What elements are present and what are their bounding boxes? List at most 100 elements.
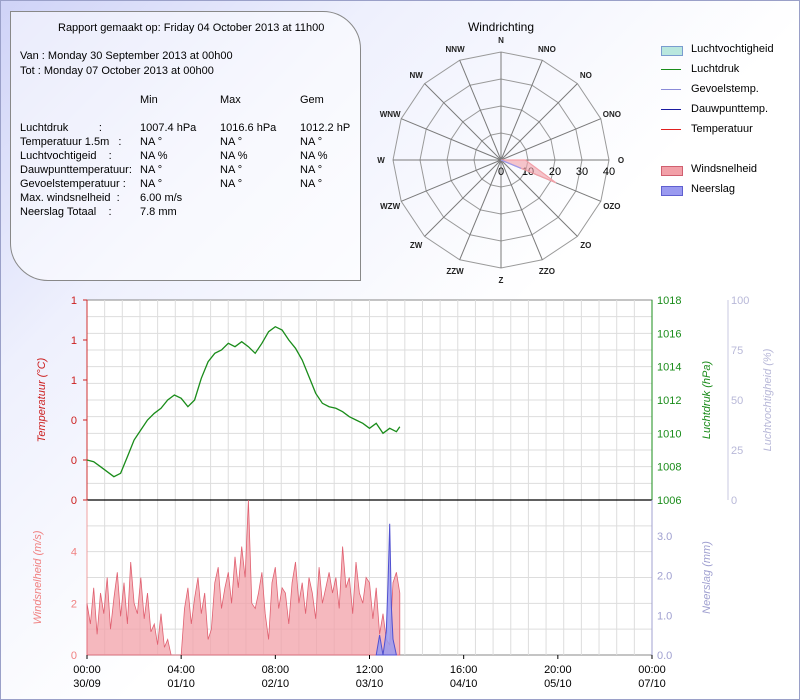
chart-title: Windrichting: [468, 20, 534, 34]
direction-label: ZZO: [539, 267, 555, 276]
radial-tick-label: 40: [603, 166, 615, 178]
direction-label: OZO: [603, 202, 620, 211]
direction-label: Z: [499, 276, 504, 285]
humidity-axis-label: Luchtvochtigheid (%): [762, 348, 774, 451]
wind-tick-label: 4: [71, 547, 77, 559]
legend-label: Luchtvochtigheid: [691, 43, 774, 55]
legend-swatch: [661, 109, 681, 110]
x-tick-label-date: 01/10: [167, 678, 195, 690]
legend-item: Windsnelheid: [661, 163, 800, 177]
radar-spoke: [401, 159, 502, 202]
radar-spoke: [500, 159, 578, 237]
report-row-min: NA °: [140, 164, 163, 176]
radar-spoke: [459, 60, 502, 161]
report-row-min: 1007.4 hPa: [140, 122, 197, 134]
direction-label: WNW: [380, 110, 401, 119]
temp-tick-label: 0: [71, 455, 77, 467]
direction-label: O: [618, 156, 624, 165]
x-tick-label-time: 16:00: [450, 664, 478, 676]
report-row-label: Gevoelstemperatuur :: [20, 178, 126, 190]
report-row-max: NA °: [220, 178, 243, 190]
legend-item: Neerslag: [661, 183, 800, 197]
legend-label: Gevoelstemp.: [691, 83, 759, 95]
radar-spoke: [500, 60, 543, 161]
report-row-min: 7.8 mm: [140, 206, 177, 218]
report-row-label: Temperatuur 1.5m :: [20, 136, 122, 148]
wind-direction-chart: Windrichting N NNO NO ONO O OZO ZO ZZO Z ZZW ZW WZW W…: [377, 20, 624, 285]
x-tick-label-date: 02/10: [262, 678, 290, 690]
direction-label: W: [377, 156, 385, 165]
legend-label: Dauwpunttemp.: [691, 103, 769, 115]
x-tick-label-time: 20:00: [544, 664, 572, 676]
legend-item: Dauwpunttemp.: [661, 103, 800, 117]
legend-swatch: [661, 129, 681, 130]
direction-label: WZW: [380, 202, 400, 211]
legend-swatch: [661, 69, 681, 70]
temp-tick-label: 1: [71, 295, 77, 307]
report-row-label: Dauwpunttemperatuur:: [20, 164, 132, 176]
report-heading: Rapport gemaakt op: Friday 04 October 20…: [58, 22, 325, 34]
temp-tick-label: 1: [71, 375, 77, 387]
direction-label: NNW: [446, 45, 466, 54]
x-tick-label-time: 00:00: [638, 664, 666, 676]
report-row-avg: 1012.2 hPa: [300, 122, 350, 134]
column-max: Max: [220, 94, 241, 106]
report-row-avg: NA °: [300, 136, 323, 148]
radial-tick-label: 30: [576, 166, 588, 178]
direction-label: NW: [409, 71, 423, 80]
column-avg: Gem: [300, 94, 324, 106]
report-row-label: Luchtvochtigeid :: [20, 150, 112, 162]
wind-tick-label: 2: [71, 598, 77, 610]
wind-tick-label: 0: [71, 650, 77, 662]
report-row-label: Neerslag Totaal :: [20, 206, 112, 218]
radar-series-neerslag: [500, 159, 522, 169]
x-tick-label-date: 04/10: [450, 678, 478, 690]
wind-area: [86, 499, 401, 656]
legend-label: Windsnelheid: [691, 163, 758, 175]
legend-item: Luchtvochtigheid: [661, 43, 800, 57]
rain-tick-label: 3.0: [657, 531, 672, 543]
radar-spoke: [500, 83, 578, 161]
report-row-max: NA °: [220, 136, 243, 148]
radar-spoke: [500, 159, 543, 260]
temp-tick-label: 0: [71, 415, 77, 427]
radar-series-windsnelheid: [500, 159, 557, 184]
pressure-tick-label: 1006: [657, 495, 681, 507]
radar-spoke: [459, 159, 502, 260]
report-row-min: NA °: [140, 178, 163, 190]
humidity-tick-label: 50: [731, 395, 743, 407]
direction-label: N: [498, 36, 504, 45]
humidity-tick-label: 25: [731, 445, 743, 457]
direction-label: ONO: [603, 110, 621, 119]
report-row-min: NA °: [140, 136, 163, 148]
report-from: Van : Monday 30 September 2013 at 00h00: [20, 50, 233, 62]
rain-axis-label: Neerslag (mm): [701, 541, 713, 614]
radar-spoke: [401, 118, 502, 161]
rain-area: [375, 523, 398, 656]
report-row-max: NA °: [220, 164, 243, 176]
report-row-min: 6.00 m/s: [140, 192, 183, 204]
humidity-tick-label: 75: [731, 345, 743, 357]
rain-tick-label: 1.0: [657, 610, 672, 622]
pressure-tick-label: 1018: [657, 295, 681, 307]
legend-item: Luchtdruk: [661, 63, 800, 77]
pressure-axis-label: Luchtdruk (hPa): [701, 361, 713, 440]
legend-swatch: [661, 186, 683, 196]
temp-tick-label: 0: [71, 495, 77, 507]
rain-tick-label: 0.0: [657, 650, 672, 662]
temp-tick-label: 1: [71, 335, 77, 347]
x-tick-label-time: 08:00: [262, 664, 290, 676]
report-row-max: 1016.6 hPa: [220, 122, 277, 134]
direction-label: ZW: [410, 241, 423, 250]
report-row-label: Max. windsnelheid :: [20, 192, 120, 204]
pressure-tick-label: 1008: [657, 462, 681, 474]
humidity-tick-label: 100: [731, 295, 749, 307]
radar-spoke: [500, 118, 601, 161]
legend-swatch: [661, 46, 683, 56]
direction-label: ZO: [580, 241, 591, 250]
radial-tick-label: 20: [549, 166, 561, 178]
report-row-avg: NA %: [300, 150, 328, 162]
legend-label: Temperatuur: [691, 123, 753, 135]
